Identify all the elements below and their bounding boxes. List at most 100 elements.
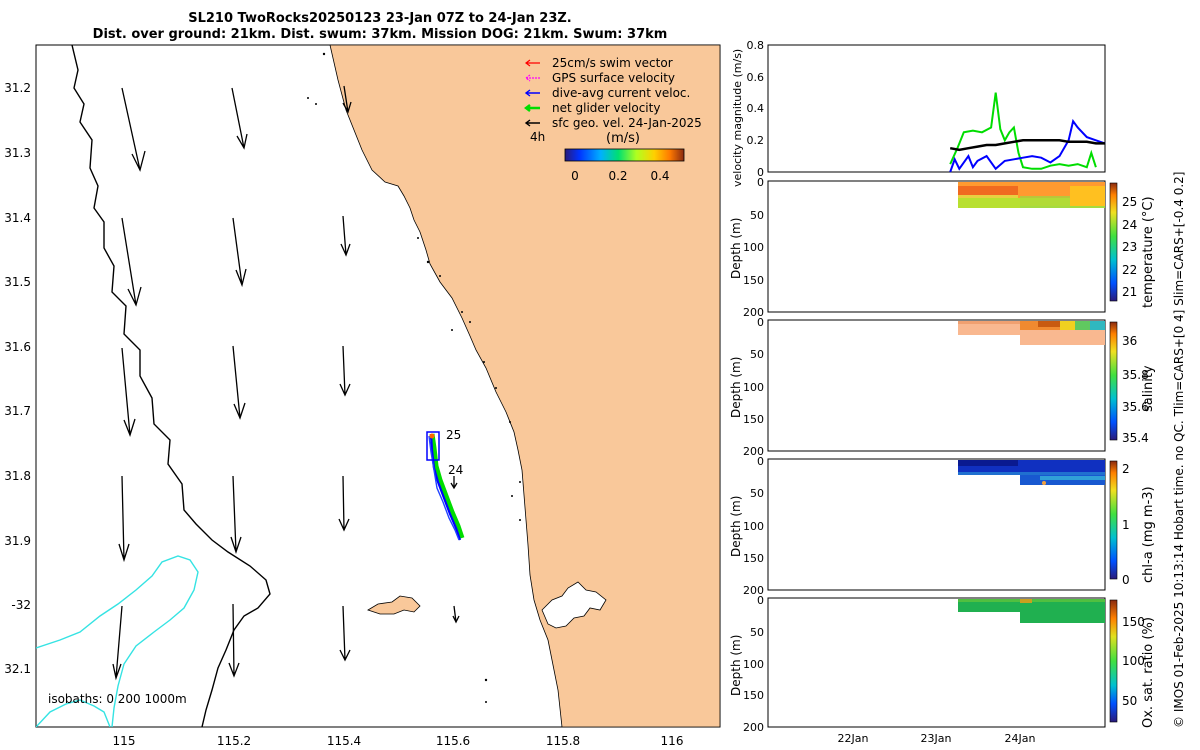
- lat-tick: 31.2: [4, 81, 31, 95]
- legend-sfc-geo-velocity: sfc geo. vel. 24-Jan-2025: [552, 116, 702, 130]
- chla-cbar-tick: 1: [1122, 518, 1130, 532]
- depth-tick: 100: [743, 381, 764, 394]
- depth-tick: 100: [743, 520, 764, 533]
- sal-cbar-tick: 35.6: [1122, 400, 1149, 414]
- ox-yticks: 0 50 100 150 200: [743, 594, 764, 734]
- track-start-marker: [429, 433, 435, 439]
- sal-colorbar: [1109, 321, 1118, 441]
- temp-ylabel: Depth (m): [729, 217, 743, 279]
- depth-tick: 50: [750, 487, 764, 500]
- velocity-ylabel: velocity magnitude (m/s): [731, 48, 744, 187]
- ox-cbar-tick: 100: [1122, 654, 1145, 668]
- ox-cbar-tick: 50: [1122, 694, 1137, 708]
- depth-tick: 200: [743, 306, 764, 319]
- chla-colorbar: [1109, 460, 1118, 580]
- temp-colorbar: [1109, 182, 1118, 302]
- salinity-panel: 0 50 100 150 200 36 35.8 35.6 35.4: [743, 316, 1149, 458]
- depth-tick: 100: [743, 241, 764, 254]
- chart-title-line2: Dist. over ground: 21km. Dist. swum: 37k…: [92, 27, 668, 42]
- sfc-velocity-arrows: [112, 85, 460, 681]
- vel-ytick: 0.4: [747, 102, 765, 115]
- depth-tick: 200: [743, 584, 764, 597]
- chla-cbar-ticks: 2 1 0: [1122, 462, 1130, 587]
- lat-tick: 31.8: [4, 469, 31, 483]
- colorbar-tick: 0.2: [608, 169, 627, 183]
- temp-cbar-tick: 23: [1122, 240, 1137, 254]
- speed-colorbar: [564, 148, 685, 162]
- lat-tick: 31.7: [4, 404, 31, 418]
- sal-cbar-label: salinity: [1141, 365, 1156, 412]
- ox-layer-top: [958, 599, 1105, 612]
- rottnest-island: [367, 595, 421, 615]
- lat-tick: 32.1: [4, 662, 31, 676]
- depth-tick: 150: [743, 552, 764, 565]
- lon-tick: 115: [113, 734, 136, 748]
- sal-cbar-tick: 35.8: [1122, 368, 1149, 382]
- chla-cbar-tick: 2: [1122, 462, 1130, 476]
- temperature-panel: 0 50 100 150 200 25 24 23 22 21: [743, 176, 1137, 319]
- ox-ylabel: Depth (m): [729, 634, 743, 696]
- small-islands: [307, 52, 521, 703]
- temp-cbar-tick: 24: [1122, 218, 1137, 232]
- copyright-footer: © IMOS 01-Feb-2025 10:13:14 Hobart time.…: [1172, 171, 1186, 728]
- time-tick: 23Jan: [921, 732, 952, 745]
- chla-cbar-tick: 0: [1122, 573, 1130, 587]
- depth-tick: 150: [743, 274, 764, 287]
- day-label-24: 24: [448, 463, 463, 477]
- depth-tick: 50: [750, 626, 764, 639]
- velocity-panel: 0 0.2 0.4 0.6 0.8: [747, 39, 1106, 179]
- legend-swim-vector: 25cm/s swim vector: [552, 56, 673, 70]
- depth-tick: 150: [743, 413, 764, 426]
- legend-scale-label: 4h: [530, 130, 545, 144]
- ox-cbar-label: Ox. sat. ratio (%): [1141, 617, 1156, 728]
- legend-dive-avg-current: dive-avg current veloc.: [552, 86, 690, 100]
- series-line-dive-avg-current-veloc-: [949, 118, 1106, 173]
- vel-ytick: 0: [757, 166, 764, 179]
- series-line-sfc-geo-vel-: [949, 139, 1105, 152]
- isobath-legend: isobaths: 0 200 1000m: [48, 692, 187, 706]
- temp-cbar-tick: 25: [1122, 195, 1137, 209]
- chart-title-line1: SL210 TwoRocks20250123 23-Jan 07Z to 24-…: [188, 11, 572, 26]
- ox-cbar-tick: 150: [1122, 615, 1145, 629]
- map-legend: 25cm/s swim vector GPS surface velocity …: [524, 56, 702, 183]
- velocity-series: [949, 92, 1106, 173]
- lon-tick: 115.2: [217, 734, 251, 748]
- sal-cbar-tick: 36: [1122, 334, 1137, 348]
- temp-yticks: 0 50 100 150 200: [743, 176, 764, 319]
- colorbar-tick: 0.4: [650, 169, 669, 183]
- lat-axis: 31.2 31.3 31.4 31.5 31.6 31.7 31.8 31.9 …: [4, 81, 31, 676]
- depth-tick: 0: [757, 316, 764, 329]
- land-mass: [329, 45, 720, 727]
- chla-yticks: 0 50 100 150 200: [743, 455, 764, 597]
- day-label-25: 25: [446, 428, 461, 442]
- chla-cbar-label: chl-a (mg m-3): [1141, 486, 1156, 583]
- vel-ytick: 0.8: [747, 39, 765, 52]
- time-xticks: 22Jan 23Jan 24Jan: [838, 732, 1036, 745]
- lon-tick: 115.6: [436, 734, 470, 748]
- vel-ytick: 0.2: [747, 134, 765, 147]
- ox-colorbar: [1109, 599, 1118, 723]
- velocity-yticks: 0 0.2 0.4 0.6 0.8: [747, 39, 765, 179]
- map-panel: 25 24 31.2 31.3 31.4 31.5 31.6 31.7 31.8…: [4, 44, 721, 748]
- lat-tick: 31.9: [4, 534, 31, 548]
- vel-ytick: 0.6: [747, 71, 765, 84]
- chla-ylabel: Depth (m): [729, 495, 743, 557]
- colorbar-tick: 0: [571, 169, 579, 183]
- lat-tick: 31.3: [4, 146, 31, 160]
- sal-ylabel: Depth (m): [729, 356, 743, 418]
- depth-tick: 200: [743, 721, 764, 734]
- legend-gps-velocity: GPS surface velocity: [552, 71, 675, 85]
- depth-tick: 150: [743, 689, 764, 702]
- ox-cbar-ticks: 150 100 50: [1122, 615, 1145, 708]
- lon-tick: 115.4: [327, 734, 361, 748]
- temp-cbar-tick: 22: [1122, 263, 1137, 277]
- depth-tick: 0: [757, 594, 764, 607]
- time-series-panels: 0 0.2 0.4 0.6 0.8 0 50 100 150 200 25 24…: [743, 39, 1149, 745]
- glider-track: [426, 431, 465, 541]
- isobath-0m: [71, 45, 271, 727]
- sal-cbar-tick: 35.4: [1122, 431, 1149, 445]
- isobath-200m: [36, 555, 199, 727]
- temp-cbar-label: temperature (°C): [1141, 196, 1156, 308]
- lon-tick: 116: [661, 734, 684, 748]
- colorbar-unit-label: (m/s): [606, 131, 640, 146]
